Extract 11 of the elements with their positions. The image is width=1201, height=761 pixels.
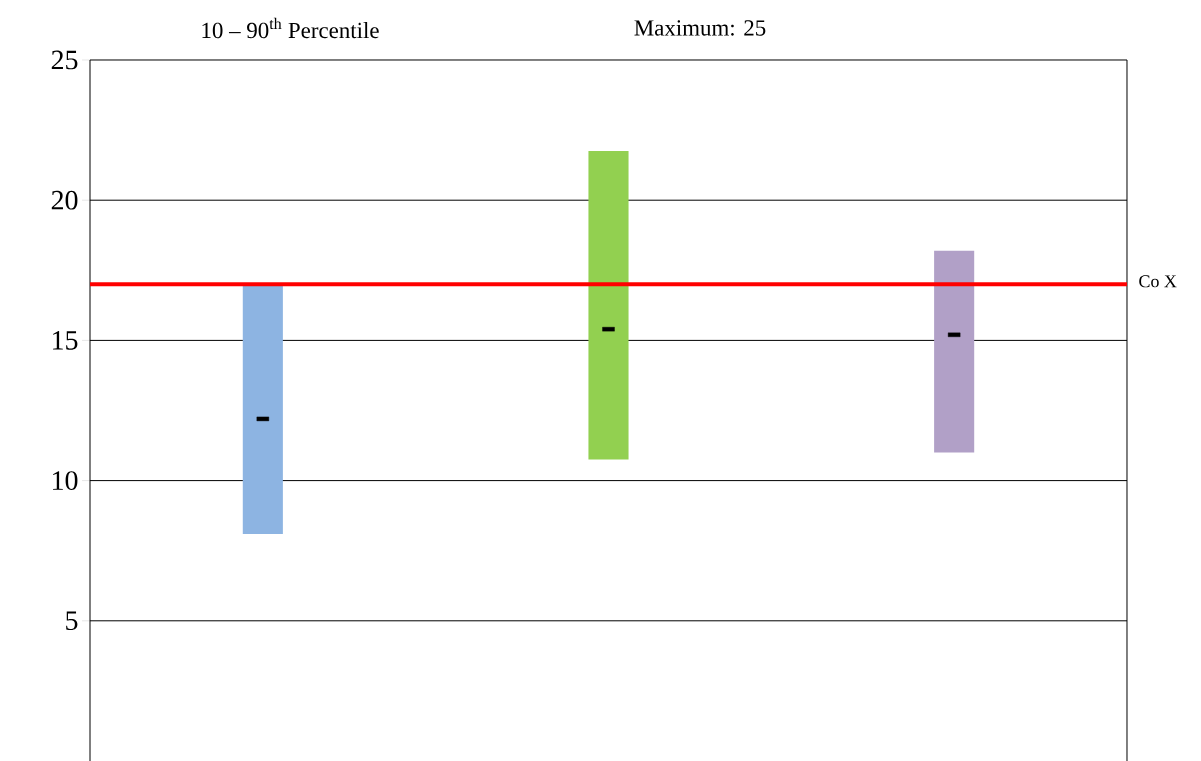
- ref-line-label: Co X: [1139, 275, 1177, 288]
- text: 10 – 90$^{th}$ Percentile: [202, 17, 379, 39]
- y-tick-label: 15: [53, 331, 78, 350]
- y-tick-label: 10: [53, 471, 78, 490]
- y-tick-label: 5: [66, 611, 78, 631]
- y-tick-label: 25: [51, 50, 78, 70]
- text: Maximum: 25: [634, 20, 766, 36]
- bar: [588, 151, 629, 460]
- bar: [934, 250, 975, 453]
- y-tick-label: 20: [51, 190, 78, 210]
- bar: [242, 284, 283, 534]
